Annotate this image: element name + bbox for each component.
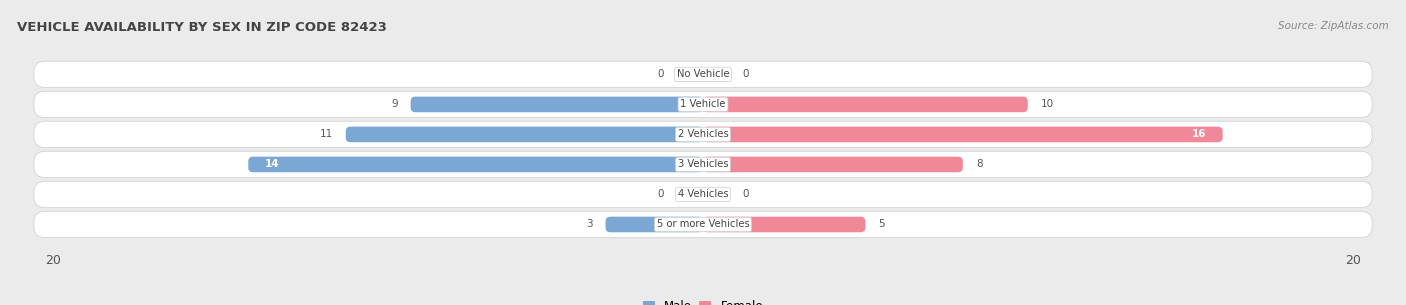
Text: 0: 0 xyxy=(658,189,664,199)
Text: 9: 9 xyxy=(391,99,398,109)
FancyBboxPatch shape xyxy=(34,151,1372,178)
Text: 4 Vehicles: 4 Vehicles xyxy=(678,189,728,199)
FancyBboxPatch shape xyxy=(34,121,1372,148)
FancyBboxPatch shape xyxy=(34,211,1372,238)
Text: 5: 5 xyxy=(879,220,884,229)
FancyBboxPatch shape xyxy=(34,61,1372,88)
FancyBboxPatch shape xyxy=(346,127,703,142)
Text: No Vehicle: No Vehicle xyxy=(676,70,730,79)
Text: 1 Vehicle: 1 Vehicle xyxy=(681,99,725,109)
FancyBboxPatch shape xyxy=(703,97,1028,112)
Text: 14: 14 xyxy=(264,160,280,170)
Text: 3: 3 xyxy=(586,220,592,229)
FancyBboxPatch shape xyxy=(703,157,963,172)
FancyBboxPatch shape xyxy=(411,97,703,112)
Text: 0: 0 xyxy=(742,70,748,79)
FancyBboxPatch shape xyxy=(34,181,1372,208)
FancyBboxPatch shape xyxy=(606,217,703,232)
Text: 5 or more Vehicles: 5 or more Vehicles xyxy=(657,220,749,229)
Text: 3 Vehicles: 3 Vehicles xyxy=(678,160,728,170)
Text: 2 Vehicles: 2 Vehicles xyxy=(678,129,728,139)
Text: 10: 10 xyxy=(1040,99,1054,109)
Legend: Male, Female: Male, Female xyxy=(638,295,768,305)
Text: Source: ZipAtlas.com: Source: ZipAtlas.com xyxy=(1278,21,1389,31)
FancyBboxPatch shape xyxy=(703,127,1223,142)
Text: 0: 0 xyxy=(658,70,664,79)
Text: 8: 8 xyxy=(976,160,983,170)
FancyBboxPatch shape xyxy=(249,157,703,172)
FancyBboxPatch shape xyxy=(703,217,865,232)
Text: VEHICLE AVAILABILITY BY SEX IN ZIP CODE 82423: VEHICLE AVAILABILITY BY SEX IN ZIP CODE … xyxy=(17,21,387,34)
FancyBboxPatch shape xyxy=(34,91,1372,118)
Text: 16: 16 xyxy=(1192,129,1206,139)
Text: 11: 11 xyxy=(319,129,333,139)
Text: 0: 0 xyxy=(742,189,748,199)
